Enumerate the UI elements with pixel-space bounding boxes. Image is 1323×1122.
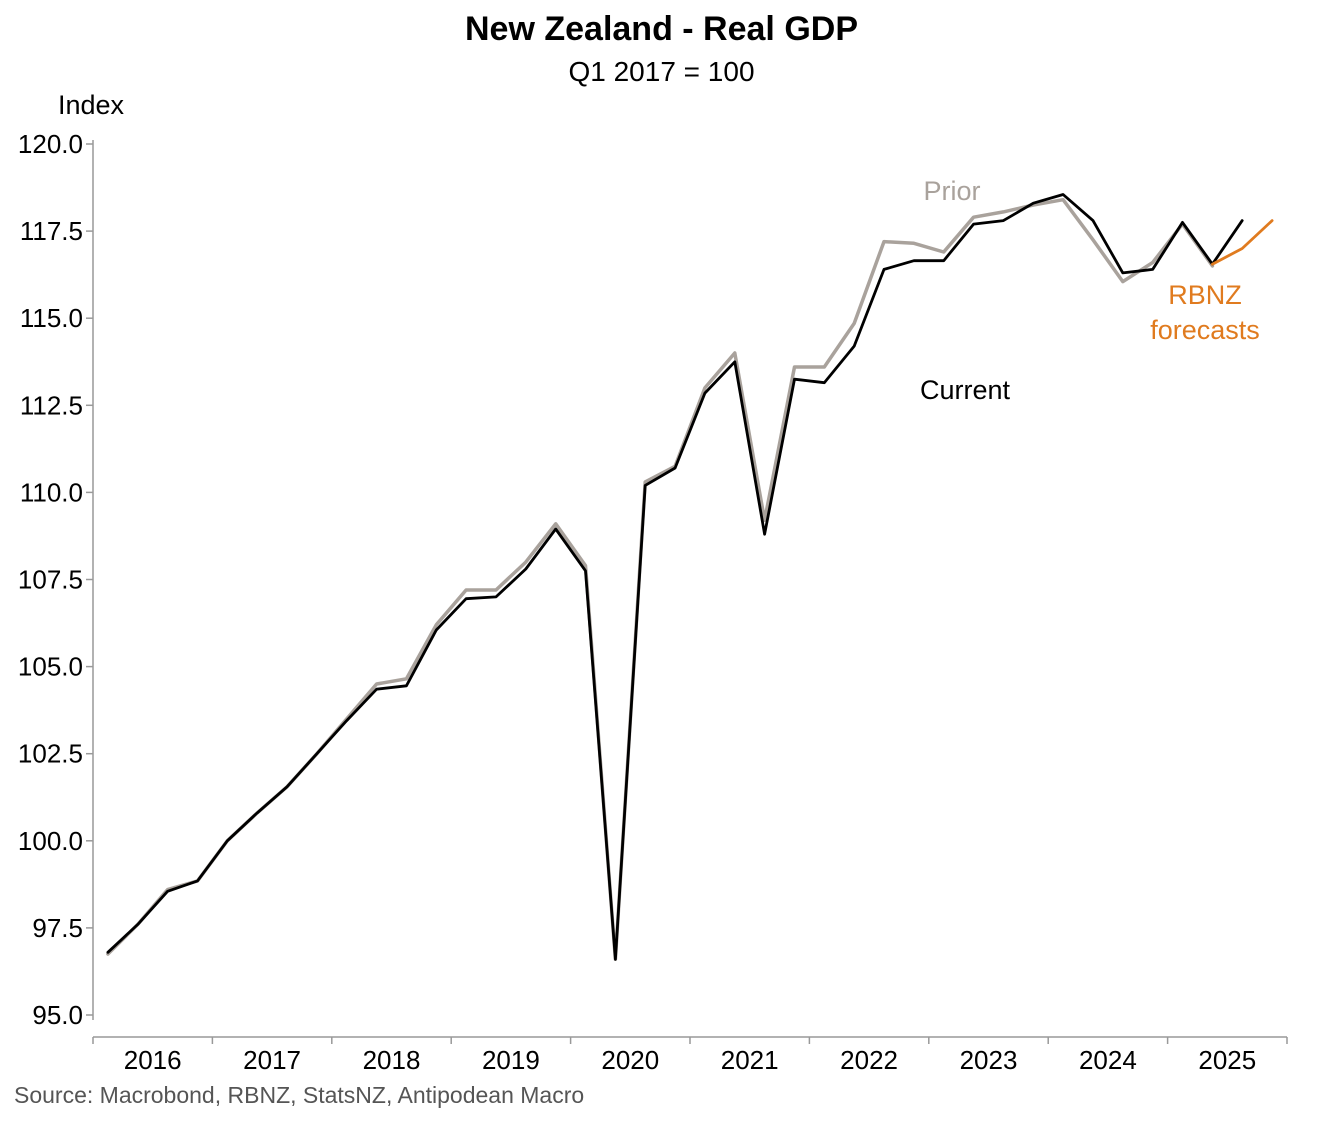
x-tick-label: 2024 [1079, 1045, 1137, 1075]
series-line-prior [106, 197, 1215, 962]
annotation-current: Current [920, 375, 1011, 405]
x-tick-label: 2019 [482, 1045, 540, 1075]
x-tick-label: 2025 [1198, 1045, 1256, 1075]
y-tick-label: 120.0 [18, 129, 83, 159]
y-tick-label: 100.0 [18, 826, 83, 856]
y-tick-label: 97.5 [32, 913, 83, 943]
x-tick-label: 2018 [363, 1045, 421, 1075]
annotation-layer: Prior Current RBNZ forecasts [920, 176, 1260, 405]
y-tick-label: 110.0 [20, 477, 83, 507]
chart-subtitle: Q1 2017 = 100 [568, 56, 755, 87]
series-line-rbnz-forecasts [1211, 219, 1274, 266]
series-line-current [106, 193, 1244, 961]
y-tick-label: 95.0 [32, 1000, 83, 1030]
y-tick-label: 105.0 [18, 652, 83, 682]
y-tick-label: 107.5 [18, 565, 83, 595]
y-tick-label: 112.5 [20, 390, 83, 420]
y-axis-label: Index [58, 90, 125, 120]
source-note: Source: Macrobond, RBNZ, StatsNZ, Antipo… [14, 1082, 585, 1108]
x-tick-label: 2022 [840, 1045, 898, 1075]
x-tick-label: 2017 [243, 1045, 301, 1075]
x-tick-label: 2023 [960, 1045, 1018, 1075]
y-tick-label: 117.5 [20, 216, 83, 246]
axes: 95.0 97.5 100.0 102.5 105.0 107.5 110.0 112.5 11… [18, 129, 1288, 1075]
x-tick-label: 2016 [124, 1045, 182, 1075]
y-tick-label: 115.0 [20, 303, 83, 333]
x-tick-label: 2021 [721, 1045, 779, 1075]
annotation-forecasts: forecasts [1150, 315, 1260, 345]
y-tick-label: 102.5 [18, 739, 83, 769]
annotation-rbnz: RBNZ [1168, 280, 1242, 310]
series-layer [106, 193, 1274, 962]
chart-title: New Zealand - Real GDP [465, 10, 858, 48]
x-tick-label: 2020 [601, 1045, 659, 1075]
annotation-prior: Prior [923, 176, 980, 206]
